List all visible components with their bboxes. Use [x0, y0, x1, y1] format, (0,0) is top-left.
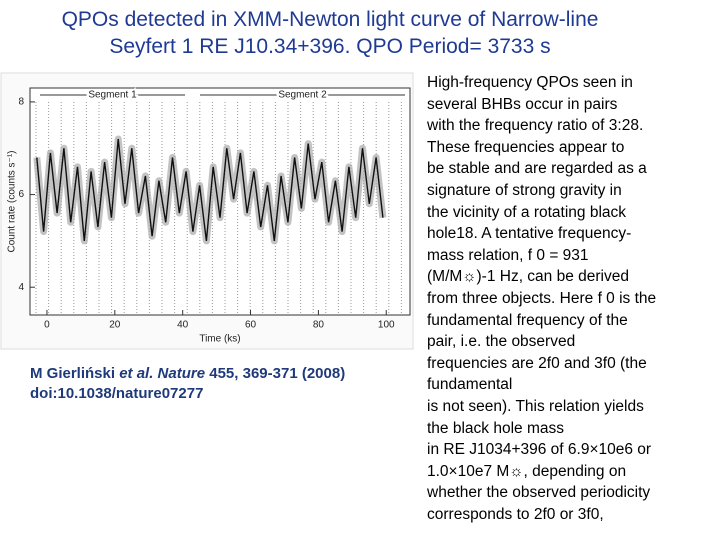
body-line: whether the observed periodicity: [427, 484, 651, 502]
x-tick-label: 20: [109, 320, 121, 331]
x-tick-label: 80: [313, 320, 325, 331]
body-line: fundamental: [427, 376, 513, 394]
body-line: fundamental frequency of the: [427, 311, 628, 329]
segment-label: Segment 1: [88, 90, 137, 101]
light-curve: [36, 138, 384, 241]
y-tick-label: 4: [18, 282, 24, 293]
body-line: several BHBs occur in pairs: [427, 95, 618, 113]
y-tick-label: 8: [18, 97, 24, 108]
x-tick-label: 100: [378, 320, 395, 331]
body-line: pair, i.e. the observed: [427, 333, 576, 351]
body-line: the black hole mass: [427, 419, 564, 437]
slide-title: QPOs detected in XMM-Newton light curve …: [0, 6, 660, 60]
body-text: High-frequency QPOs seen in several BHBs …: [427, 72, 717, 525]
body-line: mass relation, f 0 = 931: [427, 246, 589, 264]
caption: M Gierliński et al. Nature 455, 369-371 …: [30, 364, 390, 404]
x-tick-label: 40: [177, 320, 189, 331]
body-line: signature of strong gravity in: [427, 181, 622, 199]
body-line: from three objects. Here f 0 is the: [427, 289, 657, 307]
x-tick-label: 0: [44, 320, 50, 331]
body-line: High-frequency QPOs seen in: [427, 74, 633, 91]
caption-author: M Gierliński: [30, 365, 120, 382]
segment-label: Segment 2: [278, 90, 327, 101]
title-line: QPOs detected in XMM-Newton light curve …: [61, 8, 599, 31]
body-line: in RE J1034+396 of 6.9×10e6 or: [427, 441, 652, 459]
x-tick-label: 60: [245, 320, 257, 331]
body-line: corresponds to 2f0 or 3f0,: [427, 505, 604, 523]
body-line: hole18. A tentative frequency-: [427, 225, 632, 243]
caption-journal: et al. Nature: [119, 365, 206, 382]
y-tick-label: 6: [18, 189, 24, 200]
body-line: the vicinity of a rotating black: [427, 203, 627, 221]
body-line: (M/M☼)-1 Hz, can be derived: [427, 268, 629, 286]
title-line: Seyfert 1 RE J10.34+396. QPO Period= 373…: [109, 35, 551, 58]
body-line: These frequencies appear to: [427, 138, 625, 156]
body-line: is not seen). This relation yields: [427, 397, 644, 415]
caption-ref: 455, 369-371 (2008) doi:10.1038/nature07…: [30, 365, 346, 402]
body-line: 1.0×10e7 M☼, depending on: [427, 462, 627, 480]
y-axis-label: Count rate (counts s⁻¹): [7, 151, 18, 253]
body-line: with the frequency ratio of 3:28.: [427, 117, 644, 135]
body-line: frequencies are 2f0 and 3f0 (the: [427, 354, 647, 372]
x-axis-label: Time (ks): [199, 334, 240, 345]
body-line: be stable and are regarded as a: [427, 160, 647, 178]
